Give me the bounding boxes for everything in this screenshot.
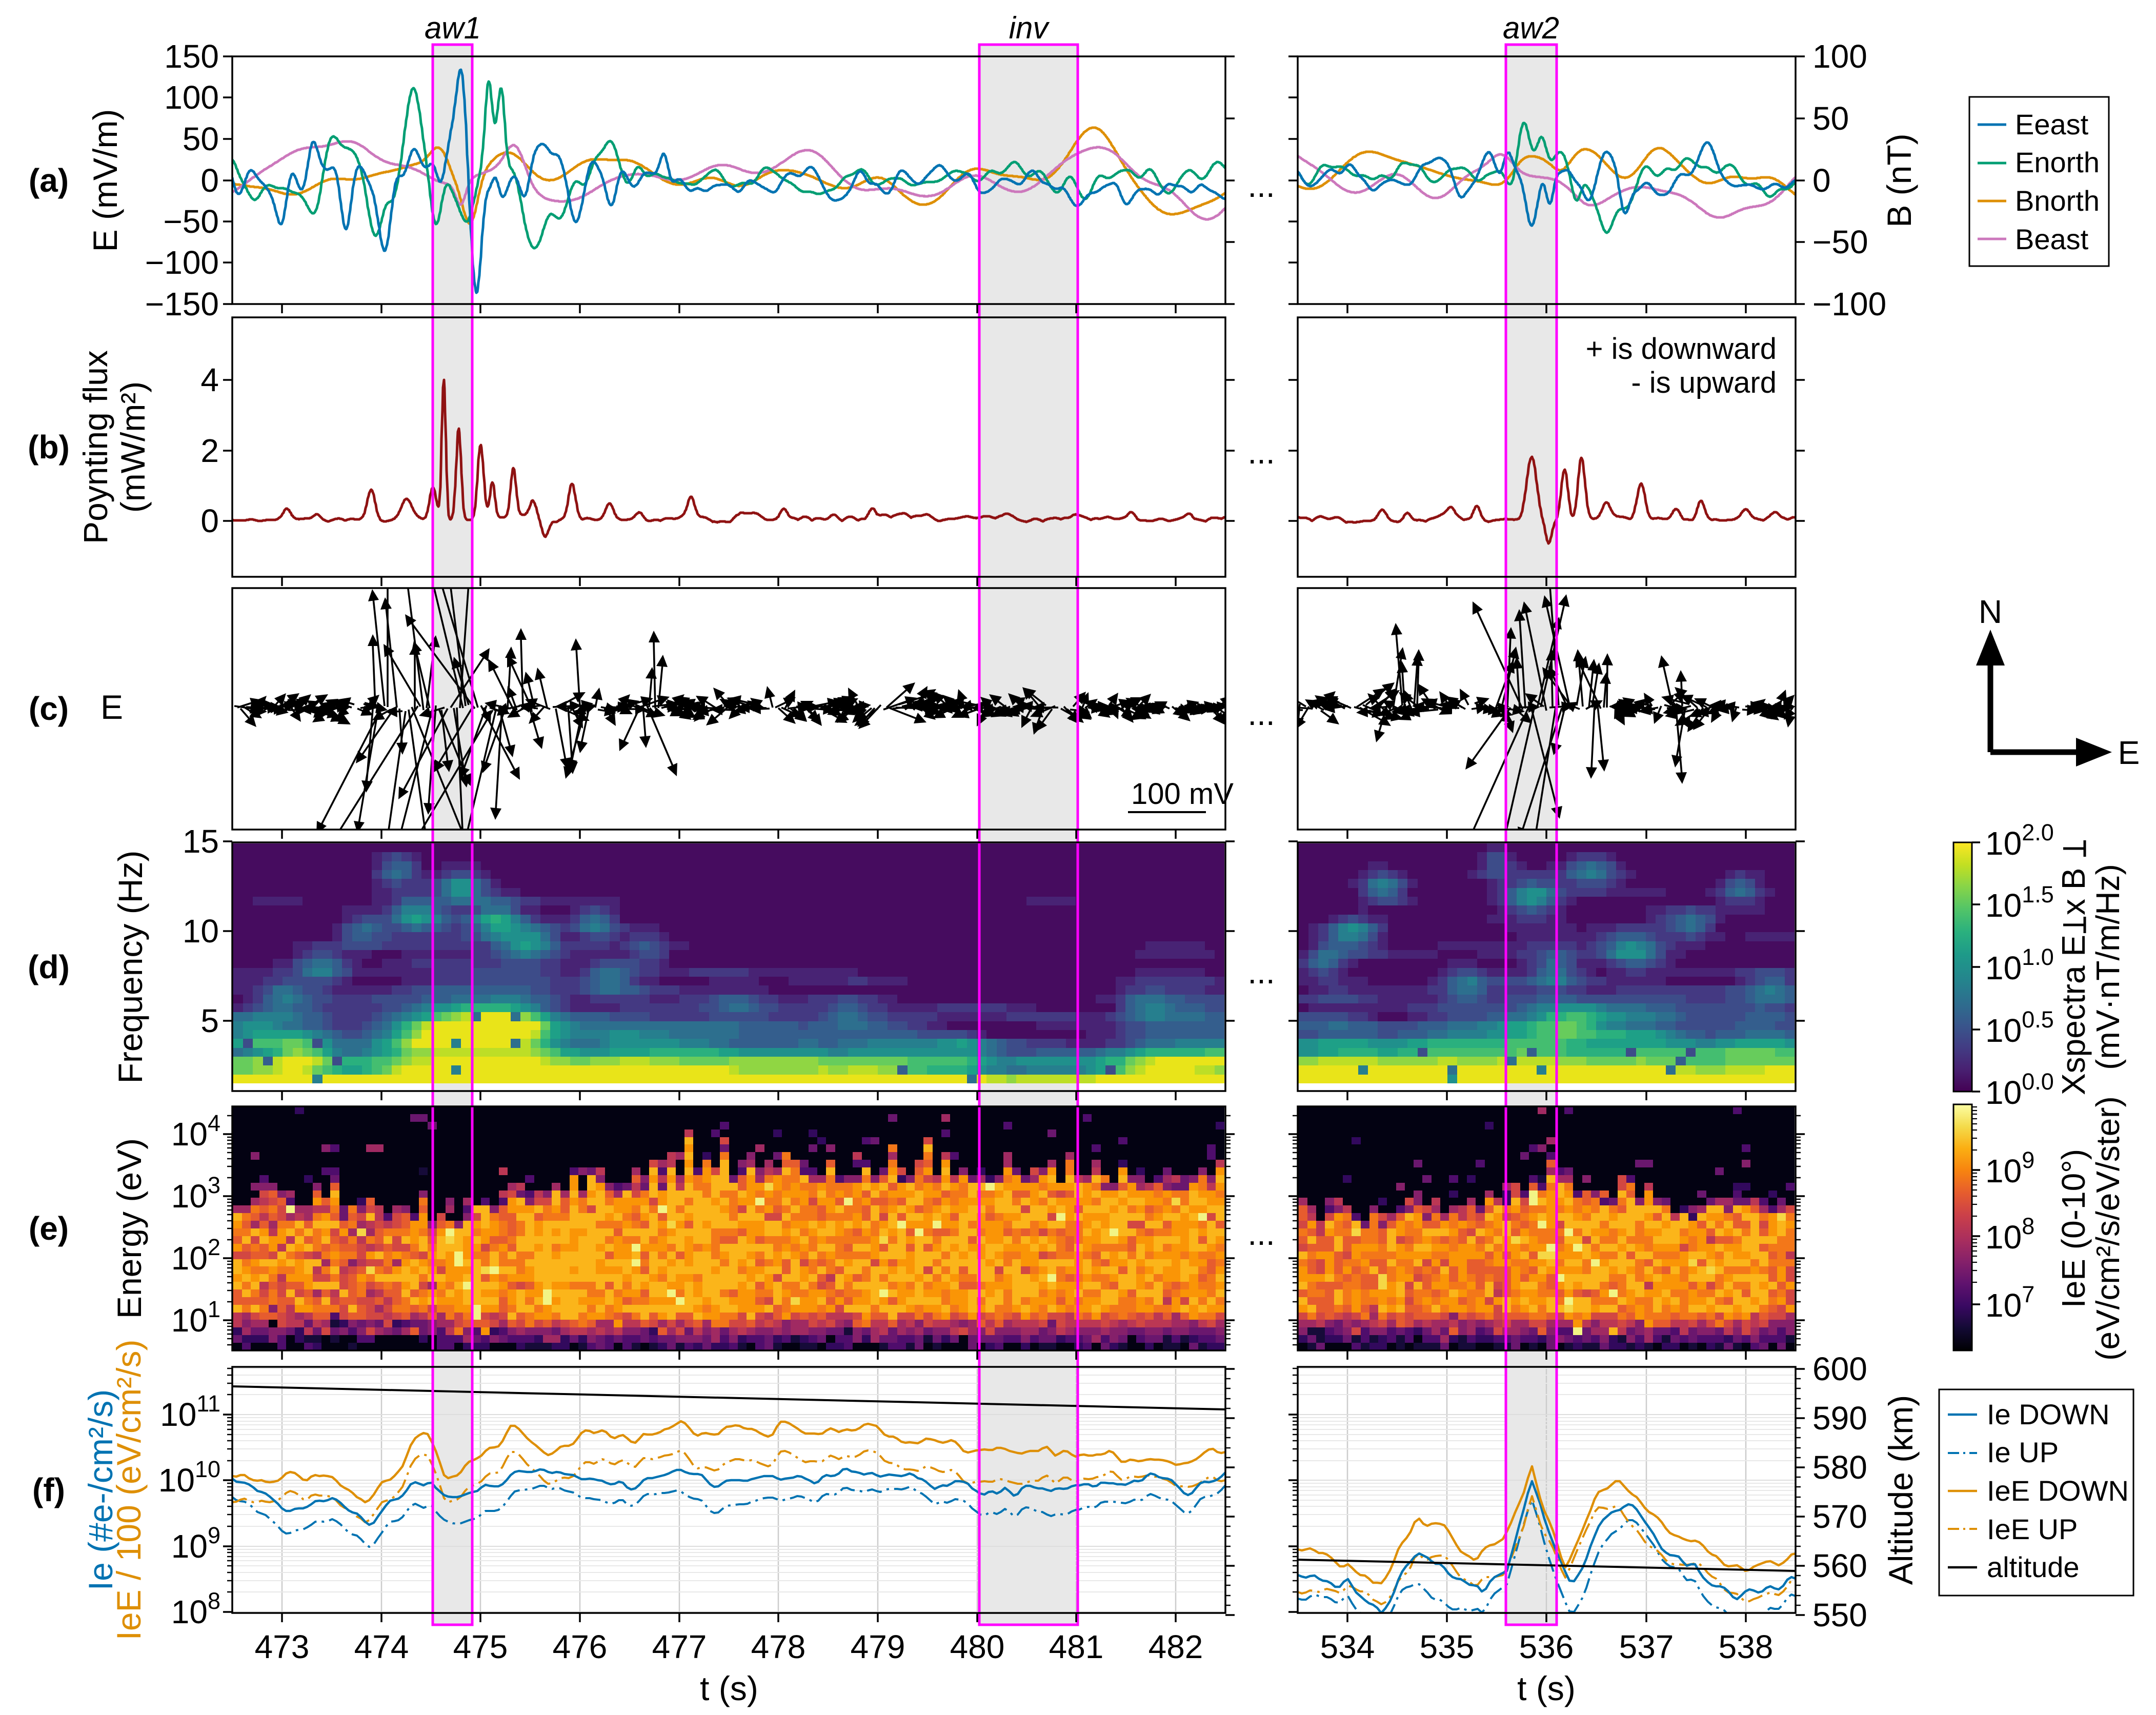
svg-text:150: 150 (164, 38, 219, 75)
svg-text:E (mV/m): E (mV/m) (86, 109, 124, 252)
svg-text:537: 537 (1619, 1628, 1674, 1665)
svg-text:(eV/cm²/s/eV/ster): (eV/cm²/s/eV/ster) (2089, 1096, 2126, 1361)
svg-text:Ie UP: Ie UP (1987, 1436, 2059, 1468)
svg-text:479: 479 (851, 1628, 905, 1665)
svg-text:538: 538 (1719, 1628, 1774, 1665)
svg-text:10: 10 (183, 913, 219, 950)
svg-text:536: 536 (1519, 1628, 1574, 1665)
svg-text:N: N (1979, 593, 2002, 630)
svg-text:Bnorth: Bnorth (2015, 185, 2100, 217)
svg-text:...: ... (1247, 695, 1275, 732)
svg-text:B (nT): B (nT) (1880, 133, 1918, 227)
svg-text:x B: x B (2055, 868, 2092, 915)
svg-text:Energy (eV): Energy (eV) (110, 1138, 148, 1319)
svg-text:...: ... (1247, 1215, 1275, 1252)
svg-text:aw2: aw2 (1503, 11, 1559, 45)
svg-text:Frequency (Hz): Frequency (Hz) (111, 851, 149, 1084)
svg-text:...: ... (1247, 167, 1275, 204)
svg-text:15: 15 (183, 823, 219, 860)
svg-text:476: 476 (553, 1628, 608, 1665)
svg-text:570: 570 (1812, 1498, 1867, 1535)
svg-text:(c): (c) (29, 690, 69, 727)
svg-text:(mW/m²): (mW/m²) (114, 381, 152, 513)
svg-text:Ie DOWN: Ie DOWN (1987, 1398, 2110, 1430)
svg-text:101: 101 (171, 1296, 220, 1339)
svg-text:IeE (0-10°): IeE (0-10°) (2055, 1149, 2092, 1308)
svg-text:475: 475 (453, 1628, 508, 1665)
svg-text:101.5: 101.5 (1985, 881, 2054, 924)
svg-text:482: 482 (1148, 1628, 1203, 1665)
svg-text:t (s): t (s) (1517, 1669, 1576, 1707)
svg-text:Beast: Beast (2015, 223, 2089, 255)
svg-text:100: 100 (1812, 38, 1867, 75)
svg-text:- is upward: - is upward (1631, 366, 1777, 399)
svg-text:590: 590 (1812, 1400, 1867, 1437)
svg-text:−50: −50 (163, 203, 219, 240)
svg-text:IeE DOWN: IeE DOWN (1987, 1475, 2129, 1507)
svg-text:102.0: 102.0 (1985, 819, 2054, 862)
svg-text:580: 580 (1812, 1449, 1867, 1486)
svg-text:Poynting flux: Poynting flux (76, 350, 114, 544)
svg-text:4: 4 (200, 361, 219, 398)
svg-text:+ is downward: + is downward (1586, 332, 1777, 366)
svg-text:0: 0 (200, 162, 219, 199)
svg-text:(b): (b) (28, 429, 70, 466)
svg-text:100 mV: 100 mV (1131, 777, 1234, 811)
svg-text:E: E (100, 688, 123, 726)
svg-text:−150: −150 (145, 286, 219, 322)
svg-text:t (s): t (s) (700, 1669, 758, 1707)
svg-text:600: 600 (1812, 1350, 1867, 1387)
svg-text:1010: 1010 (158, 1456, 220, 1499)
svg-text:534: 534 (1320, 1628, 1375, 1665)
svg-text:(d): (d) (28, 949, 70, 985)
svg-text:50: 50 (183, 120, 219, 157)
svg-text:480: 480 (950, 1628, 1005, 1665)
svg-text:477: 477 (652, 1628, 707, 1665)
svg-text:...: ... (1247, 954, 1275, 991)
svg-text:(e): (e) (29, 1210, 69, 1247)
svg-text:IeE / 100 (eV/cm²/s): IeE / 100 (eV/cm²/s) (110, 1340, 148, 1641)
svg-text:474: 474 (354, 1628, 409, 1665)
svg-text:2: 2 (200, 432, 219, 469)
svg-text:473: 473 (255, 1628, 310, 1665)
svg-text:0: 0 (1812, 162, 1831, 199)
svg-text:inv: inv (1009, 11, 1050, 45)
svg-text:535: 535 (1420, 1628, 1475, 1665)
svg-text:50: 50 (1812, 100, 1849, 137)
svg-text:(mV·nT/m/Hz): (mV·nT/m/Hz) (2089, 864, 2126, 1070)
svg-text:Xspectra E: Xspectra E (2055, 935, 2092, 1095)
svg-text:5: 5 (200, 1002, 219, 1039)
svg-text:478: 478 (751, 1628, 806, 1665)
svg-text:481: 481 (1049, 1628, 1104, 1665)
svg-text:E: E (2118, 734, 2140, 771)
svg-text:...: ... (1247, 434, 1275, 471)
svg-text:0: 0 (200, 502, 219, 539)
svg-text:IeE UP: IeE UP (1987, 1513, 2078, 1545)
svg-text:Eeast: Eeast (2015, 108, 2089, 140)
svg-text:Ie (#e-/cm²/s): Ie (#e-/cm²/s) (82, 1389, 119, 1590)
svg-text:100: 100 (164, 79, 219, 116)
svg-text:−50: −50 (1812, 224, 1868, 260)
svg-text:Enorth: Enorth (2015, 146, 2100, 178)
svg-text:altitude: altitude (1987, 1551, 2080, 1583)
svg-text:(f): (f) (32, 1471, 65, 1508)
svg-text:550: 550 (1812, 1597, 1867, 1633)
svg-text:aw1: aw1 (425, 11, 481, 45)
svg-text:−100: −100 (1812, 286, 1886, 322)
svg-text:−100: −100 (145, 244, 219, 281)
svg-text:560: 560 (1812, 1547, 1867, 1584)
svg-text:Altitude (km): Altitude (km) (1882, 1395, 1920, 1585)
svg-text:(a): (a) (29, 162, 69, 199)
